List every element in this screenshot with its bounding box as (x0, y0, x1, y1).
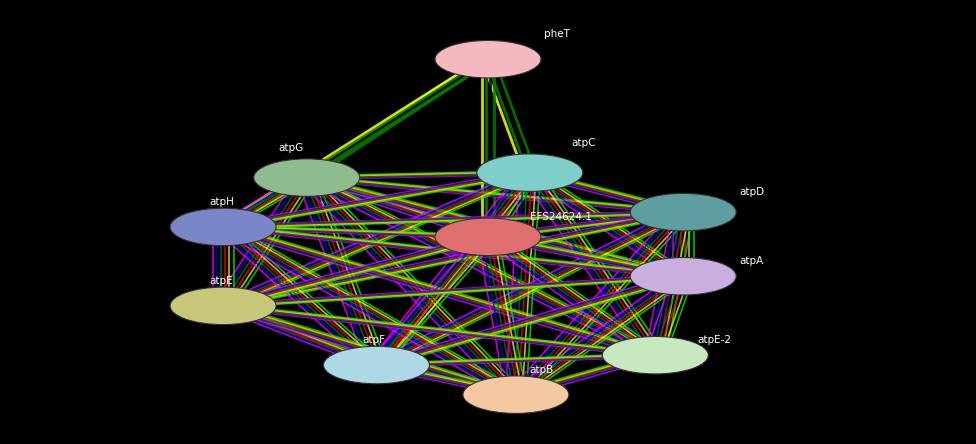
Text: atpG: atpG (279, 143, 305, 153)
Text: atpB: atpB (530, 365, 554, 375)
Text: atpF: atpF (362, 335, 386, 345)
Circle shape (630, 258, 736, 295)
Circle shape (477, 154, 583, 191)
Circle shape (323, 346, 429, 384)
Circle shape (170, 287, 276, 325)
Circle shape (435, 218, 541, 256)
Text: atpD: atpD (739, 187, 764, 197)
Text: atpH: atpH (209, 197, 234, 207)
Text: EFS24624.1: EFS24624.1 (530, 212, 591, 222)
Circle shape (630, 194, 736, 231)
Circle shape (463, 376, 569, 413)
Circle shape (254, 159, 360, 196)
Text: pheT: pheT (544, 29, 570, 40)
Text: atpE: atpE (209, 276, 232, 286)
Text: atpE-2: atpE-2 (697, 335, 731, 345)
Circle shape (602, 337, 709, 374)
Text: atpC: atpC (572, 138, 596, 148)
Circle shape (170, 208, 276, 246)
Circle shape (435, 40, 541, 78)
Text: atpA: atpA (739, 256, 763, 266)
